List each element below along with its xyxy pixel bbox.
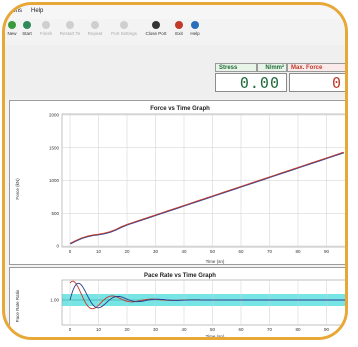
- force-y-label: Force (kN): [15, 178, 20, 200]
- stress-unit: N/mm²: [257, 63, 287, 72]
- force-y-tick: 0: [56, 244, 59, 249]
- readout-panel: Stress N/mm² Max. Force 0.00 0: [5, 45, 345, 99]
- force-time-graph: Force vs Time Graph 2000 1500 1000 500 0 0 10…: [9, 100, 345, 265]
- pace-x-tick: 80: [295, 327, 301, 332]
- finish-button[interactable]: Finish: [37, 21, 55, 36]
- force-x-tick: 60: [238, 249, 244, 254]
- force-y-ticks: 2000 1500 1000 500 0: [49, 113, 60, 249]
- force-x-tick: 90: [324, 249, 330, 254]
- pace-x-tick: 10: [96, 327, 102, 332]
- force-x-tick: 40: [181, 249, 187, 254]
- help-button[interactable]: Help: [188, 21, 202, 36]
- stress-value: 0.00: [215, 73, 287, 92]
- port-settings-button[interactable]: Port Settings: [108, 21, 140, 36]
- force-y-tick: 2000: [49, 113, 60, 118]
- new-icon: [8, 21, 16, 29]
- pace-x-tick: 30: [153, 327, 159, 332]
- force-x-tick: 30: [153, 249, 159, 254]
- pace-graph-svg: Pace Rate vs Time Graph 1.00 0 10 20 30 40 50…: [15, 273, 345, 339]
- close-port-icon: [152, 21, 160, 29]
- pace-x-tick: 50: [210, 327, 216, 332]
- force-x-label: Time (sn): [206, 259, 225, 264]
- help-icon: [191, 21, 199, 29]
- start-button[interactable]: Start: [20, 21, 34, 36]
- menu-bar: ions Help: [5, 5, 345, 19]
- play-icon: [23, 21, 31, 29]
- force-x-tick: 70: [267, 249, 273, 254]
- force-graph-svg: Force vs Time Graph 2000 1500 1000 500 0 0 10…: [15, 106, 345, 264]
- app-window: ions Help New Start Finish Restart Te Re…: [2, 2, 348, 340]
- menu-help[interactable]: Help: [31, 8, 44, 14]
- new-button[interactable]: New: [6, 21, 18, 36]
- pace-plot-border: [61, 279, 345, 326]
- force-x-tick: 50: [210, 249, 216, 254]
- pace-y-ticks: 1.00: [50, 298, 59, 303]
- force-x-tick: 0: [69, 249, 72, 254]
- force-x-tick: 20: [124, 249, 130, 254]
- force-x-tick: 10: [96, 249, 102, 254]
- pace-rate-graph: Pace Rate vs Time Graph 1.00 0 10 20 30 40 50…: [9, 267, 345, 339]
- pace-x-tick: 60: [238, 327, 244, 332]
- toolbar: New Start Finish Restart Te Repeat Port …: [5, 19, 345, 46]
- close-port-button[interactable]: Close Port: [143, 21, 169, 36]
- pace-y-tick: 1.00: [50, 298, 59, 303]
- force-y-tick: 1500: [49, 145, 60, 150]
- pace-x-tick: 0: [69, 327, 72, 332]
- force-y-tick: 500: [51, 211, 59, 216]
- pace-x-ticks: 0 10 20 30 40 50 60 70 80 90: [69, 327, 330, 332]
- force-series-red: [69, 151, 344, 244]
- pace-x-tick: 40: [181, 327, 187, 332]
- force-graph-title: Force vs Time Graph: [150, 106, 210, 112]
- max-force-label: Max. Force: [287, 63, 345, 72]
- restart-test-button[interactable]: Restart Te: [57, 21, 83, 36]
- stress-label: Stress: [215, 63, 257, 72]
- max-force-value: 0: [289, 73, 345, 92]
- force-x-ticks: 0 10 20 30 40 50 60 70 80 90: [69, 249, 330, 254]
- pace-series-blue: [69, 282, 345, 309]
- exit-button[interactable]: Exit: [173, 21, 185, 36]
- pace-graph-title: Pace Rate vs Time Graph: [144, 273, 216, 279]
- finish-icon: [42, 21, 50, 29]
- repeat-button[interactable]: Repeat: [85, 21, 105, 36]
- pace-y-label: Pace Rate Ratio: [15, 289, 20, 322]
- pace-x-tick: 20: [124, 327, 130, 332]
- force-grid: [61, 113, 345, 248]
- menu-options[interactable]: ions: [11, 8, 23, 14]
- port-settings-icon: [120, 21, 128, 29]
- restart-icon: [66, 21, 74, 29]
- pace-x-tick: 90: [324, 327, 330, 332]
- pace-x-tick: 70: [267, 327, 273, 332]
- force-series-blue: [70, 152, 345, 245]
- repeat-icon: [91, 21, 99, 29]
- force-x-tick: 80: [295, 249, 301, 254]
- pace-x-label: Time (sn): [206, 334, 225, 339]
- exit-icon: [175, 21, 183, 29]
- force-y-tick: 1000: [49, 178, 60, 183]
